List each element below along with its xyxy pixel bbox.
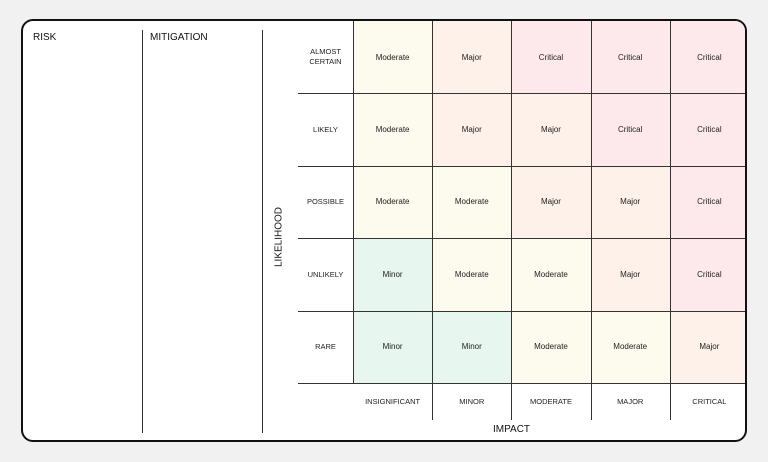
likelihood-label: RARE xyxy=(315,341,336,351)
mitigation-header: MITIGATION xyxy=(150,32,208,43)
grid-line xyxy=(511,21,513,420)
matrix-cell: Minor xyxy=(353,310,433,383)
impact-label: MINOR xyxy=(459,397,485,406)
matrix-cell: Major xyxy=(669,310,745,383)
grid-line xyxy=(432,21,434,420)
matrix-cell: Critical xyxy=(669,93,745,166)
impact-label: MODERATE xyxy=(530,397,572,406)
matrix-cell: Moderate xyxy=(353,93,433,166)
matrix-cell: Major xyxy=(432,21,512,94)
matrix-cell: Critical xyxy=(669,21,745,94)
risk-header: RISK xyxy=(33,32,57,43)
matrix-cell: Minor xyxy=(432,310,512,383)
grid-line xyxy=(298,93,745,95)
grid-line xyxy=(590,21,592,420)
column-divider xyxy=(262,30,263,433)
matrix-cell: Minor xyxy=(353,238,433,311)
matrix-cell: Critical xyxy=(590,93,670,166)
matrix-cell: Major xyxy=(432,93,512,166)
impact-label: CRITICAL xyxy=(692,397,727,406)
y-axis-label: LIKELIHOOD xyxy=(273,206,285,268)
impact-label: INSIGNIFICANT xyxy=(365,397,421,406)
likelihood-label: POSSIBLE xyxy=(306,197,345,207)
grid-line xyxy=(669,21,671,420)
matrix-cell: Moderate xyxy=(432,165,512,239)
matrix-cell: Moderate xyxy=(590,310,670,383)
likelihood-label: LIKELY xyxy=(313,124,338,134)
matrix-cell: Moderate xyxy=(511,238,591,311)
matrix-cell: Moderate xyxy=(432,238,512,311)
matrix-cell: Critical xyxy=(590,21,670,94)
grid-line xyxy=(298,165,745,167)
risk-matrix-card: RISK MITIGATION LIKELIHOOD IMPACT Modera… xyxy=(21,19,747,442)
matrix-cell: Major xyxy=(590,165,670,239)
matrix-cell: Critical xyxy=(511,21,591,94)
grid-line xyxy=(298,310,745,312)
matrix-cell: Moderate xyxy=(353,165,433,239)
matrix-cell: Critical xyxy=(669,165,745,239)
likelihood-label: ALMOST CERTAIN xyxy=(309,47,342,67)
likelihood-label: UNLIKELY xyxy=(307,269,344,279)
impact-label: MAJOR xyxy=(617,397,644,406)
grid-line xyxy=(298,238,745,240)
matrix-cell: Major xyxy=(590,238,670,311)
matrix-cell: Major xyxy=(511,93,591,166)
x-axis-label: IMPACT xyxy=(493,424,531,435)
matrix-cell: Critical xyxy=(669,238,745,311)
column-divider xyxy=(142,30,143,433)
matrix-cell: Moderate xyxy=(353,21,433,94)
matrix-cell: Moderate xyxy=(511,310,591,383)
matrix-cell: Major xyxy=(511,165,591,239)
grid-line xyxy=(298,383,745,384)
grid-line xyxy=(353,21,354,383)
